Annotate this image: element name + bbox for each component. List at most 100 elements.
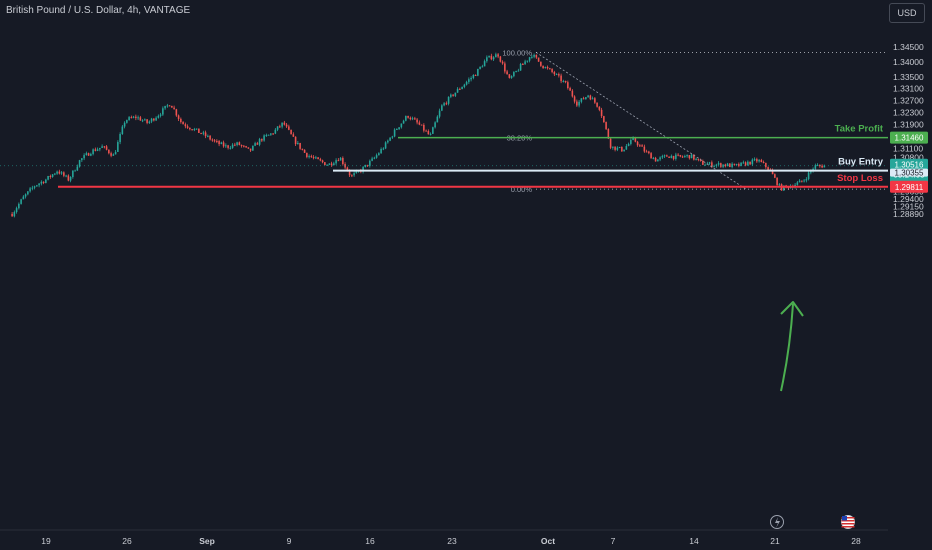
candle-body bbox=[67, 175, 70, 181]
candle-body bbox=[477, 68, 479, 76]
price-axis-panel bbox=[888, 0, 932, 550]
candle-body bbox=[540, 61, 542, 66]
candle-body bbox=[339, 157, 342, 161]
candle-body bbox=[441, 105, 443, 111]
candle-body bbox=[661, 156, 664, 158]
candle-body bbox=[213, 140, 216, 142]
candle-body bbox=[328, 163, 331, 165]
lightning-icon-ring bbox=[770, 515, 784, 529]
candle-body bbox=[303, 149, 306, 153]
candle-body bbox=[144, 119, 146, 121]
candle-body bbox=[229, 147, 232, 149]
candle-body bbox=[202, 132, 205, 134]
candle-body bbox=[627, 143, 630, 147]
candle-body bbox=[591, 98, 594, 100]
candle-body bbox=[414, 118, 416, 120]
candle-body bbox=[326, 164, 328, 166]
candle-body bbox=[114, 151, 117, 155]
candle-body bbox=[819, 165, 821, 167]
candle-body bbox=[294, 136, 297, 145]
candle-body bbox=[123, 122, 126, 127]
candle-body bbox=[609, 138, 612, 148]
candle-body bbox=[342, 157, 344, 165]
candle-body bbox=[139, 117, 142, 121]
lightning-icon bbox=[770, 515, 784, 529]
candle-body bbox=[450, 94, 452, 97]
candle-body bbox=[443, 103, 445, 106]
candle-body bbox=[96, 149, 99, 151]
candle-body bbox=[333, 163, 335, 166]
candle-body bbox=[452, 94, 454, 96]
candle-body bbox=[36, 185, 38, 187]
candle-body bbox=[729, 163, 731, 168]
candle-body bbox=[600, 109, 603, 117]
candle-body bbox=[162, 108, 164, 115]
candle-body bbox=[558, 74, 560, 76]
candle-body bbox=[411, 118, 414, 120]
candle-body bbox=[634, 137, 637, 142]
candle-body bbox=[38, 183, 40, 186]
candle-body bbox=[182, 122, 184, 125]
candle-body bbox=[717, 163, 720, 165]
candle-body bbox=[639, 145, 641, 147]
candle-body bbox=[393, 129, 396, 137]
candle-body bbox=[751, 159, 754, 165]
candle-body bbox=[762, 162, 765, 164]
candle-body bbox=[103, 146, 106, 148]
candle-body bbox=[31, 187, 34, 189]
candle-body bbox=[276, 126, 279, 130]
candle-body bbox=[598, 106, 601, 110]
candle-body bbox=[648, 151, 650, 154]
candle-body bbox=[45, 179, 47, 183]
candle-body bbox=[801, 180, 803, 182]
price-axis: 1.34500 1.34000 1.33500 1.33100 1.32700 1.323… bbox=[893, 42, 924, 219]
time-axis: 19 26 Sep 9 16 23 Oct 7 14 21 28 bbox=[41, 536, 861, 546]
candle-body bbox=[699, 159, 702, 161]
candle-body bbox=[438, 110, 441, 117]
candle-body bbox=[366, 164, 369, 166]
candle-body bbox=[461, 86, 463, 90]
candle-body bbox=[738, 164, 740, 166]
candle-body bbox=[551, 69, 553, 73]
stop-loss-badge-box bbox=[890, 180, 928, 193]
candle-body bbox=[715, 164, 718, 166]
fib-level-label: 0.00% bbox=[511, 185, 533, 194]
candle-body bbox=[578, 101, 580, 106]
candle-body bbox=[625, 146, 628, 150]
candle-body bbox=[571, 90, 574, 97]
candle-body bbox=[711, 162, 713, 167]
candle-body bbox=[204, 132, 207, 137]
candle-body bbox=[261, 139, 263, 141]
candle-body bbox=[722, 164, 724, 167]
candle-body bbox=[49, 175, 52, 177]
candle-body bbox=[492, 57, 495, 60]
candle-body bbox=[821, 165, 823, 168]
chart-title: British Pound / U.S. Dollar, 4h, VANTAGE bbox=[6, 5, 191, 16]
candle-body bbox=[391, 136, 394, 138]
candle-body bbox=[585, 97, 587, 100]
candle-body bbox=[209, 135, 211, 140]
candle-body bbox=[184, 124, 187, 127]
candle-body bbox=[747, 161, 749, 166]
candle-body bbox=[528, 57, 531, 61]
candle-body bbox=[436, 116, 439, 123]
candle-body bbox=[321, 160, 324, 163]
candle-body bbox=[555, 74, 558, 76]
candle-body bbox=[24, 194, 27, 197]
candle-body bbox=[76, 166, 79, 171]
candle-body bbox=[94, 149, 97, 151]
candle-body bbox=[465, 81, 468, 85]
candle-body bbox=[544, 67, 547, 69]
candle-body bbox=[396, 129, 398, 131]
candle-body bbox=[542, 65, 544, 69]
currency-button[interactable]: USD bbox=[889, 3, 925, 23]
candle-body bbox=[681, 156, 684, 158]
candle-body bbox=[245, 146, 247, 148]
candle-body bbox=[695, 158, 697, 160]
candle-body bbox=[27, 191, 29, 195]
candle-body bbox=[618, 146, 621, 148]
candle-body bbox=[767, 167, 769, 170]
candle-body bbox=[420, 124, 423, 126]
